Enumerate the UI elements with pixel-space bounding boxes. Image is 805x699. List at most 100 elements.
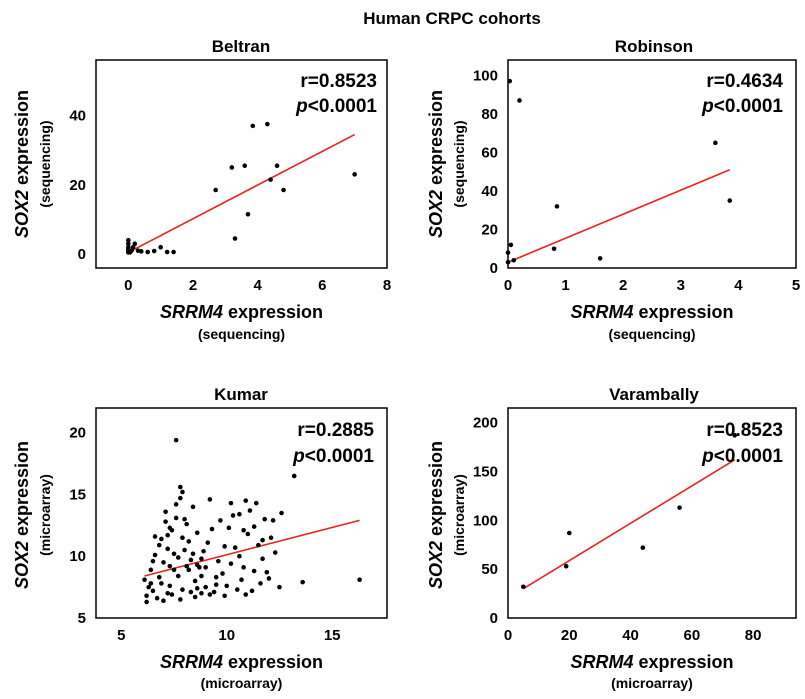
data-point [300, 579, 305, 585]
y-axis-gene: SOX2 [426, 541, 446, 589]
data-point [190, 551, 196, 557]
p-value: p<0.0001 [701, 446, 783, 467]
data-point [167, 583, 173, 589]
panel-title: Robinson [615, 37, 693, 56]
y-tick-label: 10 [69, 548, 86, 565]
y-axis-gene: SOX2 [426, 190, 446, 238]
data-point [126, 244, 131, 250]
data-point [188, 589, 194, 595]
data-point [505, 250, 511, 255]
y-axis-label: SOX2 expression [12, 90, 32, 238]
data-point [243, 498, 249, 503]
data-point [192, 594, 198, 600]
data-point [357, 577, 362, 583]
x-tick-label: 0 [504, 277, 512, 294]
data-point [144, 599, 149, 605]
data-point [163, 509, 168, 515]
x-tick-label: 40 [622, 627, 639, 644]
data-point [281, 187, 286, 193]
data-point [268, 535, 274, 541]
y-axis-label-rest: expression [12, 441, 32, 541]
data-point [232, 236, 238, 241]
data-point [511, 257, 517, 263]
correlation-r: r=0.8523 [706, 420, 783, 441]
data-point [213, 582, 219, 587]
data-point [150, 558, 156, 564]
data-point [563, 563, 569, 569]
y-tick-label: 200 [473, 415, 498, 432]
y-axis-label-rest: expression [426, 441, 446, 541]
plot-frame [95, 407, 388, 619]
p-threshold: <0.0001 [714, 96, 784, 117]
y-tick-label: 100 [473, 512, 498, 529]
data-point [228, 500, 234, 506]
y-tick-label: 40 [481, 183, 498, 200]
data-point [566, 530, 572, 536]
plot-frame [507, 407, 797, 619]
data-point [274, 163, 280, 169]
x-tick-label: 2 [189, 277, 197, 294]
data-point [517, 98, 522, 103]
data-point [173, 515, 179, 521]
data-point [352, 172, 357, 177]
data-point [205, 540, 211, 545]
data-point [234, 587, 240, 592]
p-symbol: p [295, 96, 308, 117]
data-point [222, 544, 227, 549]
data-point [156, 574, 162, 580]
data-point [218, 518, 223, 523]
p-threshold: <0.0001 [714, 446, 784, 467]
data-point [192, 578, 198, 584]
data-point [148, 581, 154, 586]
data-point [178, 484, 183, 490]
data-point [247, 508, 253, 513]
data-point [151, 248, 157, 254]
p-threshold: <0.0001 [305, 446, 375, 467]
data-point [505, 259, 511, 265]
x-axis-label-rest: expression [223, 652, 323, 672]
data-point [197, 565, 202, 570]
panel-robinson: Robinson 0 1 2 3 4 5 0 20 40 60 80 100 r=0.4634 p<0.00… [426, 37, 800, 342]
data-point [180, 535, 185, 541]
x-axis-gene: SRRM4 [570, 652, 633, 672]
y-axis-unit: (microarray) [37, 474, 53, 556]
data-point [242, 163, 248, 169]
data-point [203, 565, 208, 570]
regression-line [127, 133, 356, 254]
data-point [159, 581, 164, 586]
plot-frame [95, 59, 388, 269]
data-point [161, 598, 166, 604]
panel-beltran: Beltran 0 2 4 6 8 0 20 40 r=0.8523 p<0.0001 SRRM4 e… [12, 37, 391, 342]
data-point [237, 553, 242, 559]
data-point [228, 561, 234, 566]
y-axis-label-rest: expression [12, 90, 32, 190]
data-point [142, 577, 147, 583]
data-point [178, 597, 183, 602]
data-point [194, 530, 200, 536]
data-point [207, 497, 213, 502]
data-point [213, 187, 218, 193]
x-tick-label: 5 [117, 627, 125, 644]
x-tick-label: 0 [504, 627, 512, 644]
data-point [245, 531, 251, 537]
panel-title: Beltran [212, 37, 271, 56]
x-tick-label: 4 [734, 277, 743, 294]
x-axis-unit: (sequencing) [198, 326, 285, 342]
p-symbol: p [701, 446, 714, 467]
data-point [163, 519, 168, 524]
y-axis-unit: (sequencing) [451, 120, 467, 207]
plot-frame [507, 59, 797, 269]
panel-kumar: Kumar 5 10 15 5 10 15 20 r=0.2885 p<0.0001 SRRM4 e… [12, 385, 388, 691]
data-point [226, 525, 232, 531]
data-point [178, 495, 183, 501]
data-point [230, 513, 236, 518]
y-tick-label: 40 [69, 107, 86, 124]
data-point [551, 246, 557, 252]
x-tick-label: 0 [124, 277, 132, 294]
x-tick-label: 5 [792, 277, 800, 294]
y-tick-label: 150 [473, 463, 498, 480]
data-point [251, 524, 257, 529]
regression-line [144, 519, 360, 577]
data-point [129, 248, 134, 253]
